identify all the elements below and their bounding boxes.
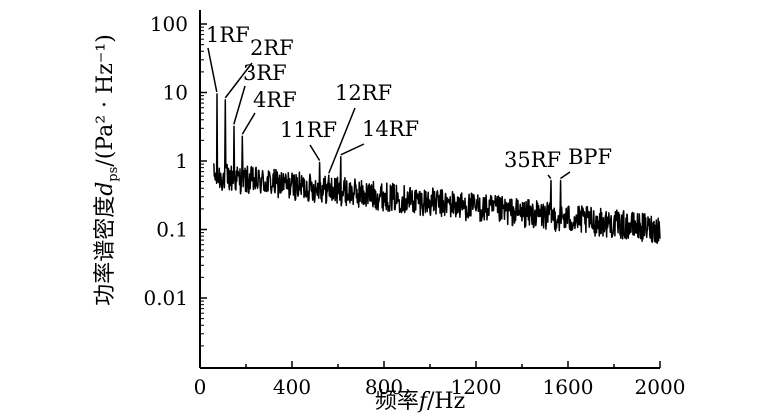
x-axis-title-unit: /Hz <box>427 389 465 414</box>
peak-leader-line <box>309 144 321 161</box>
y-tick-label: 0.01 <box>143 286 188 310</box>
x-tick-label: 1600 <box>543 375 594 399</box>
y-tick-label: 10 <box>163 81 188 105</box>
y-axis-title-subscript: ps <box>106 167 121 182</box>
x-tick-label: 2000 <box>635 375 686 399</box>
y-axis-title-variable: d <box>93 182 118 196</box>
y-tick-label: 100 <box>150 12 188 36</box>
peak-label: 14RF <box>362 117 419 141</box>
peak-leader-line <box>328 107 356 174</box>
peak-leader-line <box>340 143 365 156</box>
x-tick-label: 800 <box>365 375 403 399</box>
y-tick-label: 1 <box>175 149 188 173</box>
peak-label: 11RF <box>280 118 337 142</box>
peak-label: 3RF <box>243 61 287 85</box>
peak-label: 1RF <box>206 23 250 47</box>
peak-label: 35RF <box>504 148 561 172</box>
peak-leader-line <box>241 112 256 135</box>
y-axis-title-prefix: 功率谱密度 <box>93 196 118 306</box>
peak-label: 2RF <box>250 36 294 60</box>
psd-series-line <box>213 93 661 245</box>
y-axis-title-unit: /(Pa² · Hz⁻¹) <box>93 34 118 167</box>
spectrum-layer <box>213 93 661 245</box>
x-axis-title-prefix: 频率 <box>375 389 419 414</box>
peak-leader-line <box>224 62 253 99</box>
peak-leader-line <box>233 85 246 125</box>
x-tick-label: 1200 <box>451 375 502 399</box>
x-axis-title: 频率f/Hz <box>375 389 465 414</box>
peak-label: 12RF <box>335 81 392 105</box>
peak-leader-line <box>207 47 218 93</box>
peak-leader-line <box>559 171 571 180</box>
y-tick-label: 0.1 <box>156 218 188 242</box>
ticks-layer: 0 400 800 1200 1600 2000 0.01 0.1 1 10 100 <box>143 12 685 399</box>
x-tick-label: 0 <box>194 375 207 399</box>
peak-label: BPF <box>568 145 612 169</box>
y-axis-title: 功率谱密度dps/(Pa² · Hz⁻¹) <box>93 34 121 306</box>
x-tick-label: 400 <box>273 375 311 399</box>
peak-label: 4RF <box>253 88 297 112</box>
peak-leader-line <box>547 174 552 179</box>
